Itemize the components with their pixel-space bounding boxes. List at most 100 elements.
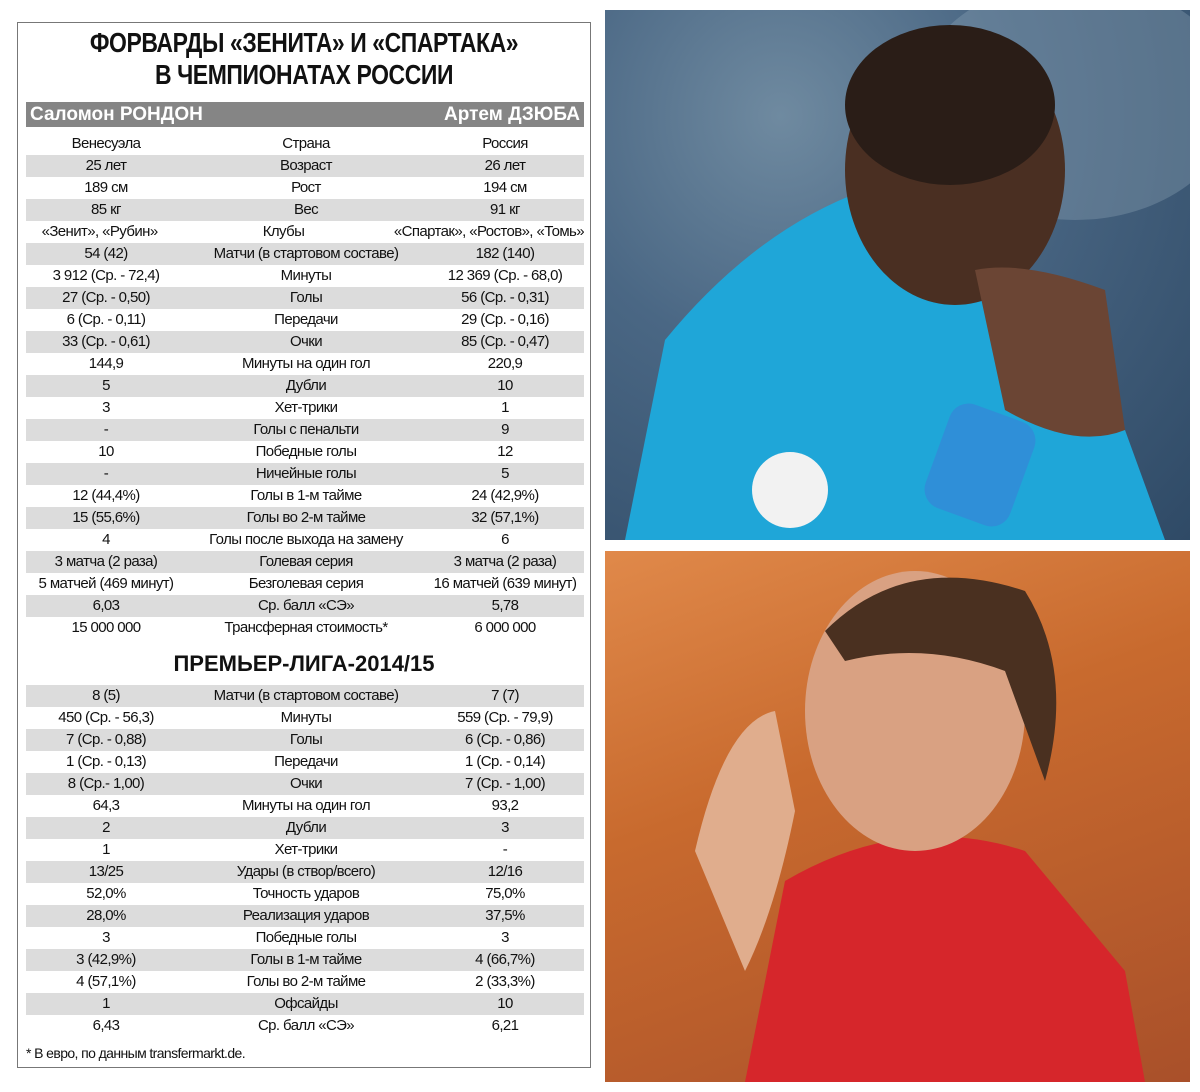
stat-label: Голы во 2-м тайме <box>246 973 366 990</box>
table-row: 3 Победные голы 3 <box>26 927 584 949</box>
table-row: 6,03 Ср. балл «СЭ» 5,78 <box>26 595 584 617</box>
season-stats-table: 8 (5) Матчи (в стартовом составе) 7 (7) 450… <box>26 685 584 1037</box>
table-row: 8 (5) Матчи (в стартовом составе) 7 (7) <box>26 685 584 707</box>
rondon-value: - <box>103 465 109 482</box>
rondon-value: 5 <box>102 377 110 394</box>
rondon-value: 13/25 <box>88 863 124 880</box>
rondon-value: 3 <box>102 399 110 416</box>
table-row: 13/25 Удары (в створ/всего) 12/16 <box>26 861 584 883</box>
rondon-value: 1 <box>102 995 110 1012</box>
rondon-value: 7 (Ср. - 0,88) <box>66 731 147 748</box>
dzyuba-value: 3 <box>501 929 509 946</box>
stat-label: Ср. балл «СЭ» <box>257 1017 355 1034</box>
stat-label: Голы с пенальти <box>253 421 359 438</box>
photo-dzyuba <box>605 551 1190 1082</box>
rondon-value: 10 <box>98 443 114 460</box>
rondon-value: 4 <box>102 531 110 548</box>
stat-label: Голы во 2-м тайме <box>246 509 366 526</box>
dzyuba-value: 16 матчей (639 минут) <box>433 575 577 592</box>
rondon-value: 15 (55,6%) <box>72 509 140 526</box>
title-line-1: ФОРВАРДЫ «ЗЕНИТА» И «СПАРТАКА» <box>89 27 519 58</box>
dzyuba-value: 1 <box>501 399 509 416</box>
stat-label: Минуты <box>280 709 332 726</box>
stat-label: Матчи (в стартовом составе) <box>213 245 399 262</box>
rondon-value: 6,03 <box>92 597 120 614</box>
table-row: 5 Дубли 10 <box>26 375 584 397</box>
stat-label: Вес <box>293 201 319 218</box>
table-row: 4 (57,1%) Голы во 2-м тайме 2 (33,3%) <box>26 971 584 993</box>
dzyuba-value: 6 000 000 <box>474 619 536 636</box>
stat-label: Голы после выхода на замену <box>209 531 403 548</box>
player-names-bar: Саломон РОНДОН Артем ДЗЮБА <box>26 102 584 127</box>
title-line-2: В ЧЕМПИОНАТАХ РОССИИ <box>154 59 454 90</box>
dzyuba-value: 7 (7) <box>491 687 519 704</box>
rondon-value: 27 (Ср. - 0,50) <box>62 289 150 306</box>
dzyuba-value: 4 (66,7%) <box>475 951 535 968</box>
table-row: Венесуэла Страна Россия <box>26 133 584 155</box>
stat-label: Голы в 1-м тайме <box>250 951 362 968</box>
dzyuba-value: 12 369 (Ср. - 68,0) <box>447 267 563 284</box>
table-row: 1 Офсайды 10 <box>26 993 584 1015</box>
dzyuba-value: 75,0% <box>485 885 525 902</box>
table-row: 15 (55,6%) Голы во 2-м тайме 32 (57,1%) <box>26 507 584 529</box>
table-row: 54 (42) Матчи (в стартовом составе) 182 (1… <box>26 243 584 265</box>
dzyuba-value: 26 лет <box>484 157 526 174</box>
table-row: 450 (Ср. - 56,3) Минуты 559 (Ср. - 79,9) <box>26 707 584 729</box>
rondon-photo-illustration <box>625 10 1190 540</box>
dzyuba-value: 37,5% <box>485 907 525 924</box>
dzyuba-value: 24 (42,9%) <box>471 487 539 504</box>
rondon-value: 3 912 (Ср. - 72,4) <box>52 267 160 284</box>
dzyuba-value: 12 <box>497 443 513 460</box>
stat-label: Хет-трики <box>274 399 338 416</box>
player-right-name: Артем ДЗЮБА <box>444 104 580 125</box>
dzyuba-value: 3 матча (2 раза) <box>453 553 557 570</box>
photo-rondon <box>605 10 1190 540</box>
stat-label: Безголевая серия <box>248 575 364 592</box>
career-stats-table: Венесуэла Страна Россия 25 лет Возраст 26 лет… <box>26 133 585 639</box>
table-row: 85 кг Вес 91 кг <box>26 199 584 221</box>
rondon-value: 1 <box>102 841 110 858</box>
page-title: ФОРВАРДЫ «ЗЕНИТА» И «СПАРТАКА» В ЧЕМПИОН… <box>69 27 538 91</box>
rondon-value: 6 (Ср. - 0,11) <box>66 311 146 328</box>
dzyuba-value: 29 (Ср. - 0,16) <box>461 311 549 328</box>
dzyuba-value: 5 <box>501 465 509 482</box>
rondon-value: 28,0% <box>86 907 126 924</box>
rondon-value: 189 см <box>84 179 128 196</box>
dzyuba-value: 220,9 <box>487 355 523 372</box>
stat-label: Возраст <box>280 157 333 174</box>
stat-label: Офсайды <box>274 995 338 1012</box>
table-row: 8 (Ср.- 1,00) Очки 7 (Ср. - 1,00) <box>26 773 584 795</box>
dzyuba-value: 10 <box>497 377 513 394</box>
stat-label: Реализация ударов <box>242 907 370 924</box>
dzyuba-value: 10 <box>497 995 513 1012</box>
table-row: 144,9 Минуты на один гол 220,9 <box>26 353 584 375</box>
dzyuba-value: 93,2 <box>491 797 519 814</box>
dzyuba-value: 1 (Ср. - 0,14) <box>465 753 546 770</box>
stat-label: Точность ударов <box>252 885 360 902</box>
dzyuba-value: 32 (57,1%) <box>471 509 539 526</box>
rondon-value: 5 матчей (469 минут) <box>38 575 175 592</box>
season-section-title: ПРЕМЬЕР-ЛИГА-2014/15 <box>173 651 435 676</box>
rondon-value: 15 000 000 <box>71 619 141 636</box>
table-row: 10 Победные голы 12 <box>26 441 584 463</box>
rondon-value: 54 (42) <box>84 245 128 262</box>
stat-label: Победные голы <box>255 929 357 946</box>
stat-label: Очки <box>289 775 323 792</box>
table-row: 28,0% Реализация ударов 37,5% <box>26 905 584 927</box>
rondon-value: «Зенит», «Рубин» <box>41 223 159 240</box>
stat-label: Дубли <box>285 377 327 394</box>
dzyuba-value: Россия <box>482 135 528 152</box>
table-row: 5 матчей (469 минут) Безголевая серия 16 м… <box>26 573 584 595</box>
dzyuba-value: 182 (140) <box>475 245 535 262</box>
table-row: 6 (Ср. - 0,11) Передачи 29 (Ср. - 0,16) <box>26 309 584 331</box>
rondon-value: 3 (42,9%) <box>76 951 136 968</box>
stat-label: Удары (в створ/всего) <box>236 863 376 880</box>
dzyuba-value: «Спартак», «Ростов», «Томь» <box>393 223 585 240</box>
dzyuba-value: 559 (Ср. - 79,9) <box>457 709 553 726</box>
stat-label: Рост <box>291 179 321 196</box>
footnote: * В евро, по данным transfermarkt.de. <box>26 1045 246 1061</box>
table-row: 64,3 Минуты на один гол 93,2 <box>26 795 584 817</box>
table-row: - Ничейные голы 5 <box>26 463 584 485</box>
stats-table-panel: ФОРВАРДЫ «ЗЕНИТА» И «СПАРТАКА» В ЧЕМПИОН… <box>17 22 591 1068</box>
table-row: 4 Голы после выхода на замену 6 <box>26 529 584 551</box>
